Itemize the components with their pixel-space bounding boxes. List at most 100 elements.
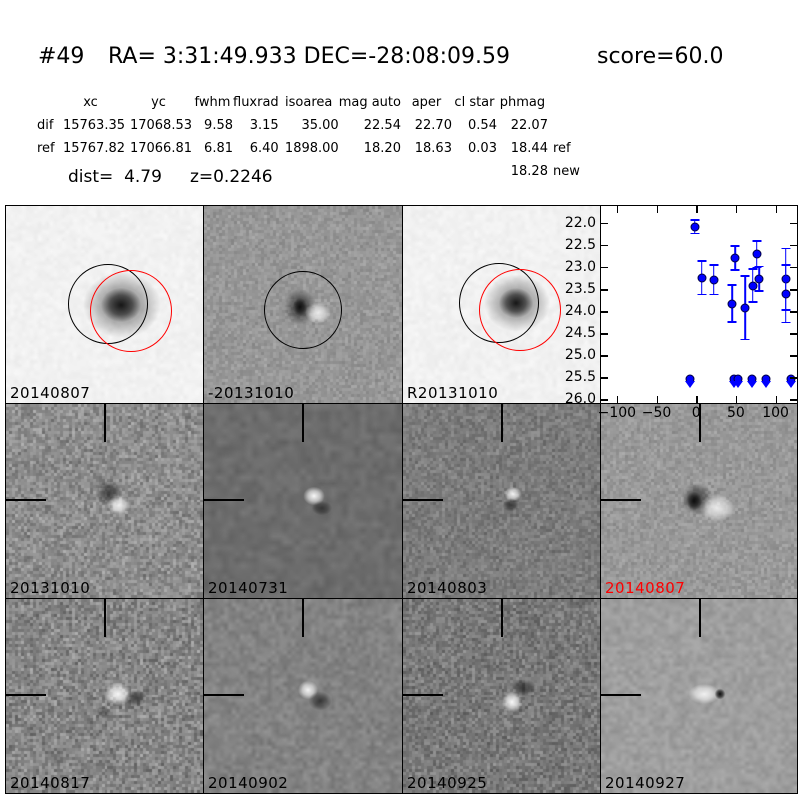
target-tick-vertical [699,599,701,637]
target-tick-vertical [302,599,304,637]
y-axis-tick [601,289,608,291]
y-tick-label: 25.0 [565,347,596,363]
dist-value: dist= 4.79 [68,167,162,187]
x-axis-tick [657,206,659,213]
cutout-epoch-20140803: 20140803 [402,403,601,599]
table-cell: 18.44 [497,137,548,160]
data-point [690,222,699,231]
cutout-epoch-20140927: 20140927 [600,598,798,794]
error-bar-cap [727,284,736,286]
error-bar-cap [709,294,718,296]
x-tick-label: 50 [727,405,745,421]
target-tick-horizontal [6,694,46,696]
error-bar-cap [731,245,740,247]
table-cell: 22.54 [339,114,401,137]
cutout-epoch-20140902: 20140902 [203,598,403,794]
cutout-label: -20131010 [208,384,294,402]
error-bar-cap [731,269,740,271]
data-point [741,303,750,312]
target-tick-horizontal [6,499,46,501]
y-tick-label: 25.5 [565,369,596,385]
x-tick-label: −100 [598,405,636,421]
table-cell: ref [30,137,56,160]
y-axis-tick [601,377,608,379]
table-header: yc [125,91,192,114]
table-cell [452,160,497,183]
error-bar-cap [754,290,763,292]
table-cell: 9.58 [192,114,233,137]
table-cell: 17068.53 [125,114,192,137]
source-blob [304,688,336,714]
table-header: isoarea [279,91,339,114]
table-header: xc [56,91,125,114]
table-cell: 18.20 [339,137,401,160]
y-axis-tick [790,377,797,379]
table-cell: 15763.35 [56,114,125,137]
error-bar-cap [754,266,763,268]
target-tick-horizontal [204,499,244,501]
target-tick-horizontal [403,694,443,696]
y-tick-label: 26.0 [565,391,596,407]
table-cell [339,160,401,183]
error-bar-cap [748,301,757,303]
y-axis-tick [790,399,797,401]
y-tick-label: 22.0 [565,215,596,231]
candidate-score: score=60.0 [597,44,724,69]
y-tick-label: 23.5 [565,281,596,297]
y-axis-tick [790,223,797,225]
y-axis-tick [790,311,797,313]
cutout-new-image: 20140807 [5,205,204,404]
upper-limit-arrow [786,381,796,388]
cutout-label: 20140731 [208,579,288,597]
table-header: mag auto [339,91,401,114]
y-tick-label: 24.5 [565,325,596,341]
error-bar-cap [741,275,750,277]
aperture-circle-red [479,269,561,351]
aperture-circle-red [90,270,172,352]
candidate-coordinates: RA= 3:31:49.933 DEC=-28:08:09.59 [108,44,510,69]
data-point [727,299,736,308]
target-tick-horizontal [204,694,244,696]
cutout-difference-image: -20131010 [203,205,403,404]
error-bar-cap [741,339,750,341]
cutout-label: 20131010 [10,579,90,597]
table-header: fluxrad [233,91,279,114]
cutout-epoch-20140817: 20140817 [5,598,204,794]
table-header: phmag [497,91,548,114]
table-cell: 15767.82 [56,137,125,160]
y-axis-tick [601,399,608,401]
table-cell: dif [30,114,56,137]
error-bar-cap [727,321,736,323]
table-cell: 22.70 [401,114,452,137]
cutout-epoch-20131010: 20131010 [5,403,204,599]
y-axis-tick [601,267,608,269]
cutout-label: 20140902 [208,774,288,792]
x-axis-tick [657,396,659,403]
cutout-label: 20140925 [407,774,487,792]
data-point [709,275,718,284]
upper-limit-arrow [747,381,757,388]
error-bar-cap [781,264,790,266]
y-axis-tick [601,311,608,313]
x-axis-tick [617,396,619,403]
table-header [30,91,56,114]
table-cell: 35.00 [279,114,339,137]
error-bar-cap [690,233,699,235]
cutout-label: 20140927 [605,774,685,792]
error-bar-cap [697,260,706,262]
x-axis-tick [776,206,778,213]
y-axis-tick [790,289,797,291]
data-point [731,254,740,263]
x-axis-tick [617,206,619,213]
cutout-epoch-20140925: 20140925 [402,598,601,794]
data-point [697,273,706,282]
table-cell: ref [548,137,588,160]
target-tick-horizontal [403,499,443,501]
y-axis-tick [790,355,797,357]
source-blob [92,704,114,720]
table-cell [30,160,56,183]
cutout-label: 20140807 [10,384,90,402]
lightcurve-panel: −100 −50 0 50 100 22.0 22.5 23.0 23.5 24.0 24.5 25.… [600,205,798,404]
table-header: cl star [452,91,497,114]
y-tick-label: 23.0 [565,259,596,275]
